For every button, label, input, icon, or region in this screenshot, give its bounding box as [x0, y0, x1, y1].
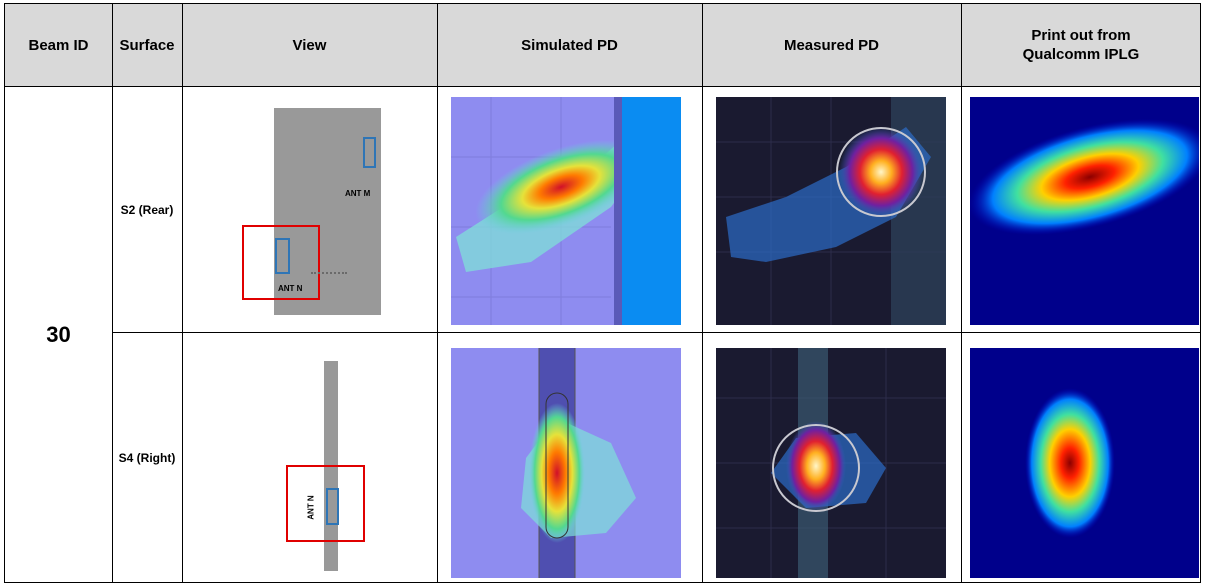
qualcomm-printout-right-heatmap	[1025, 388, 1115, 538]
simulated-pd-rear	[451, 97, 681, 325]
beam-id-value: 30	[46, 321, 71, 347]
grid-line	[961, 4, 962, 582]
header-printout: Print out from Qualcomm IPLG	[961, 4, 1201, 86]
grid-line	[182, 4, 183, 582]
simulated-pd-right-heatmap	[521, 348, 636, 578]
surface-label-row1: S2 (Rear)	[120, 202, 174, 217]
measured-pd-right-heatmap	[716, 348, 946, 578]
qualcomm-printout-rear-heatmap	[970, 118, 1199, 236]
header-measured-pd: Measured PD	[783, 36, 880, 54]
highlight-box	[286, 465, 365, 542]
antenna-m-marker	[363, 137, 376, 168]
header-beam-id: Beam ID	[28, 36, 89, 54]
antenna-m-label: ANT M	[345, 189, 371, 198]
antenna-n-label: ANT N	[278, 284, 303, 293]
simulated-pd-right	[451, 348, 681, 578]
header-row	[5, 4, 1200, 87]
qualcomm-printout-right	[970, 348, 1199, 578]
antenna-n-marker	[326, 488, 339, 525]
device-view-rear: ANT M ANT N	[183, 88, 437, 332]
qualcomm-printout-rear	[970, 97, 1199, 325]
measured-pd-rear	[716, 97, 946, 325]
highlight-box	[242, 225, 320, 300]
simulated-pd-rear-heatmap	[451, 97, 681, 325]
antenna-n-marker	[275, 238, 290, 274]
antenna-n-label: ANT N	[306, 495, 316, 520]
device-view-right: ANT N	[183, 333, 437, 582]
row-divider	[112, 332, 1200, 333]
header-printout-line2: Qualcomm IPLG	[1022, 46, 1140, 63]
grid-line	[112, 4, 113, 582]
grid-line	[437, 4, 438, 582]
header-printout-line1: Print out from	[1031, 27, 1131, 44]
dotted-line	[311, 272, 347, 277]
measured-pd-rear-heatmap	[716, 97, 946, 325]
header-simulated-pd: Simulated PD	[521, 36, 618, 54]
header-view: View	[292, 36, 327, 54]
grid-line	[702, 4, 703, 582]
measured-pd-right	[716, 348, 946, 578]
surface-label-row2: S4 (Right)	[118, 450, 176, 465]
header-surface: Surface	[119, 36, 175, 54]
results-table: Beam ID Surface View Simulated PD Measur…	[4, 3, 1201, 583]
